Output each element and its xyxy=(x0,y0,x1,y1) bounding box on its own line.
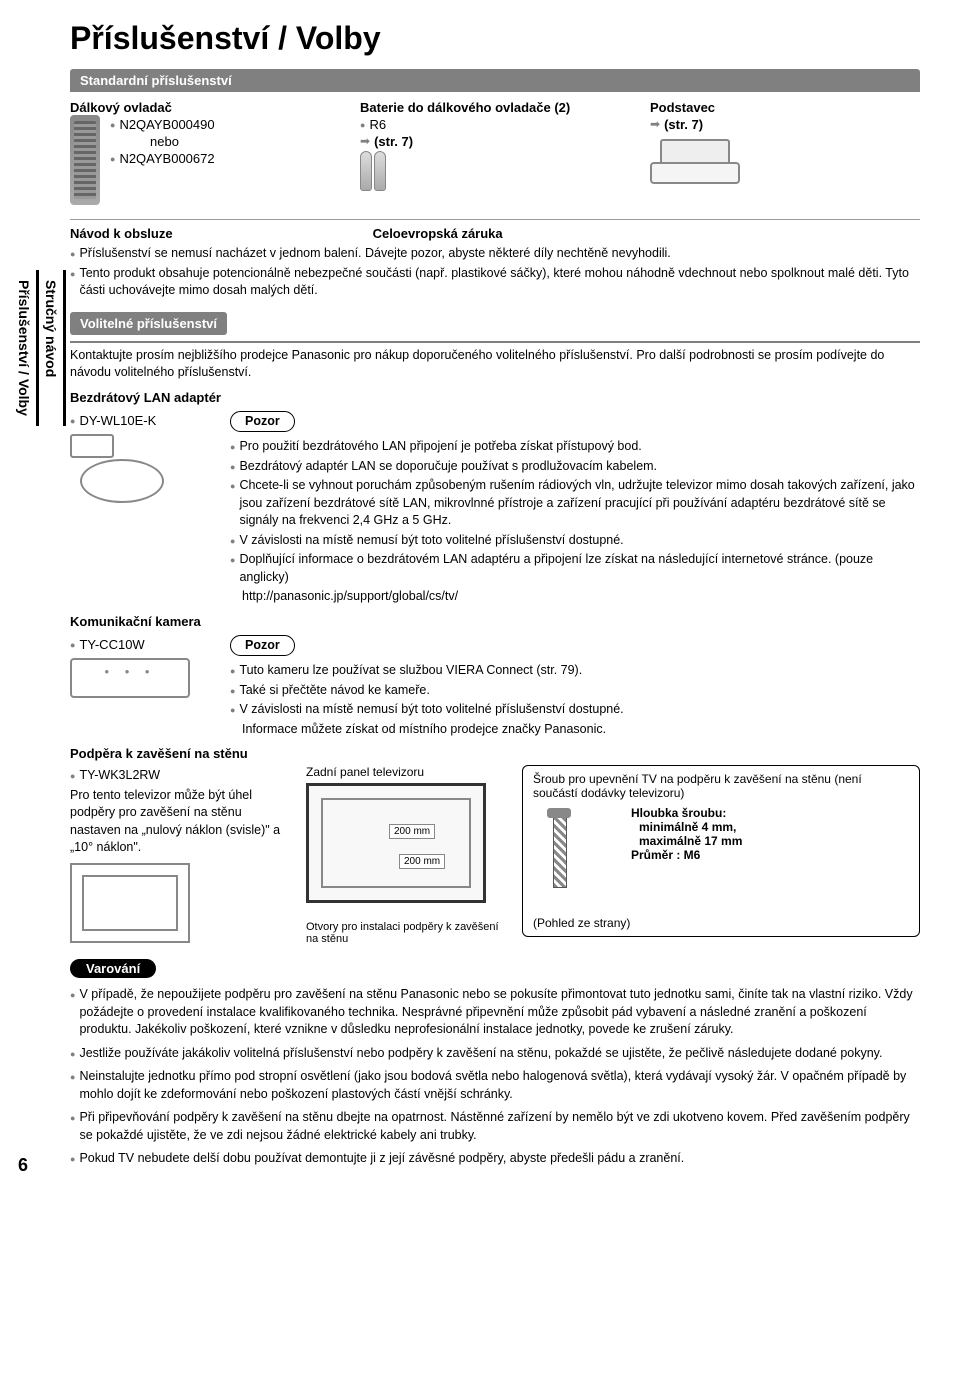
bracket-title: Podpěra k zavěšení na stěnu xyxy=(70,746,920,761)
warn-b2: Jestliže používáte jakákoliv volitelná p… xyxy=(79,1045,882,1063)
camera-b2: Také si přečtěte návod ke kameře. xyxy=(239,682,429,700)
bracket-model: TY-WK3L2RW xyxy=(79,767,160,785)
section-optional-heading: Volitelné příslušenství xyxy=(70,312,227,335)
stand-ref: (str. 7) xyxy=(664,117,703,132)
warranty-label: Celoevropská záruka xyxy=(373,226,503,241)
screw-callout: Šroub pro upevnění TV na podpěru k zavěš… xyxy=(522,765,920,937)
diameter: Průměr : M6 xyxy=(631,848,742,862)
warn-b1: V případě, že nepoužijete podpěru pro za… xyxy=(79,986,920,1039)
camera-b3: V závislosti na místě nemusí být toto vo… xyxy=(239,701,623,719)
pozor-wlan: Pozor xyxy=(230,411,295,433)
remote-model2: N2QAYB000672 xyxy=(119,151,214,166)
stand-icon xyxy=(650,134,740,184)
side-tab-quickguide: Stručný návod xyxy=(39,270,66,426)
screw-side-icon xyxy=(533,806,623,916)
callout-title: Šroub pro upevnění TV na podpěru k zavěš… xyxy=(533,772,909,800)
camera-b1: Tuto kameru lze používat se službou VIER… xyxy=(239,662,582,680)
depth-max: maximálně 17 mm xyxy=(631,834,742,848)
warn-b4: Při připevňování podpěry k zavěšení na s… xyxy=(79,1109,920,1144)
section-standard-heading: Standardní příslušenství xyxy=(70,69,920,92)
camera-icon xyxy=(70,658,190,698)
wlan-adapter-icon xyxy=(70,434,180,504)
page-title: Příslušenství / Volby xyxy=(70,20,920,57)
manual-note2: Tento produkt obsahuje potencionálně neb… xyxy=(79,265,920,300)
stand-title: Podstavec xyxy=(650,100,920,115)
pozor-camera: Pozor xyxy=(230,635,295,657)
battery-icon xyxy=(360,151,386,191)
side-view-caption: (Pohled ze strany) xyxy=(533,916,909,930)
wlan-model: DY-WL10E-K xyxy=(79,413,156,428)
page-number: 6 xyxy=(18,1155,28,1176)
depth-label: Hloubka šroubu: xyxy=(631,806,742,820)
wlan-b2: Bezdrátový adaptér LAN se doporučuje pou… xyxy=(239,458,657,476)
battery-title: Baterie do dálkového ovladače (2) xyxy=(360,100,630,115)
warn-b5: Pokud TV nebudete delší dobu používat de… xyxy=(79,1150,684,1168)
depth-min: minimálně 4 mm, xyxy=(631,820,742,834)
wlan-url: http://panasonic.jp/support/global/cs/tv… xyxy=(230,588,920,606)
wlan-b4: V závislosti na místě nemusí být toto vo… xyxy=(239,532,623,550)
manual-label: Návod k obsluze xyxy=(70,226,173,241)
bracket-desc: Pro tento televizor může být úhel podpěr… xyxy=(70,787,290,857)
remote-icon xyxy=(70,115,100,205)
warning-heading: Varování xyxy=(70,959,156,978)
rear-panel-label: Zadní panel televizoru xyxy=(306,765,506,779)
dim-200-h: 200 mm xyxy=(389,824,435,839)
manual-note1: Příslušenství se nemusí nacházet v jedno… xyxy=(79,245,670,263)
side-navigation-tabs: Stručný návod Příslušenství / Volby xyxy=(12,270,66,446)
remote-title: Dálkový ovladač xyxy=(70,100,340,115)
camera-model: TY-CC10W xyxy=(79,637,144,652)
battery-ref: (str. 7) xyxy=(374,134,413,149)
side-tab-accessories: Příslušenství / Volby xyxy=(12,270,39,426)
tv-rear-diagram: 200 mm 200 mm xyxy=(306,783,486,903)
holes-caption: Otvory pro instalaci podpěry k zavěšení … xyxy=(306,921,506,945)
wlan-title: Bezdrátový LAN adaptér xyxy=(70,390,920,405)
battery-type: R6 xyxy=(369,117,386,132)
wall-mount-icon xyxy=(70,863,190,943)
standard-accessories-row: Dálkový ovladač N2QAYB000490 nebo N2QAYB… xyxy=(70,100,920,205)
dim-200-v: 200 mm xyxy=(399,854,445,869)
wlan-b5: Doplňující informace o bezdrátovém LAN a… xyxy=(239,551,920,586)
remote-or: nebo xyxy=(110,134,215,149)
warn-b3: Neinstalujte jednotku přímo pod stropní … xyxy=(79,1068,920,1103)
wlan-b1: Pro použití bezdrátového LAN připojení j… xyxy=(239,438,641,456)
wlan-b3: Chcete-li se vyhnout poruchám způsobeným… xyxy=(239,477,920,530)
optional-intro: Kontaktujte prosím nejbližšího prodejce … xyxy=(70,347,920,382)
remote-model1: N2QAYB000490 xyxy=(119,117,214,132)
camera-b3b: Informace můžete získat od místního prod… xyxy=(230,721,920,739)
camera-title: Komunikační kamera xyxy=(70,614,920,629)
